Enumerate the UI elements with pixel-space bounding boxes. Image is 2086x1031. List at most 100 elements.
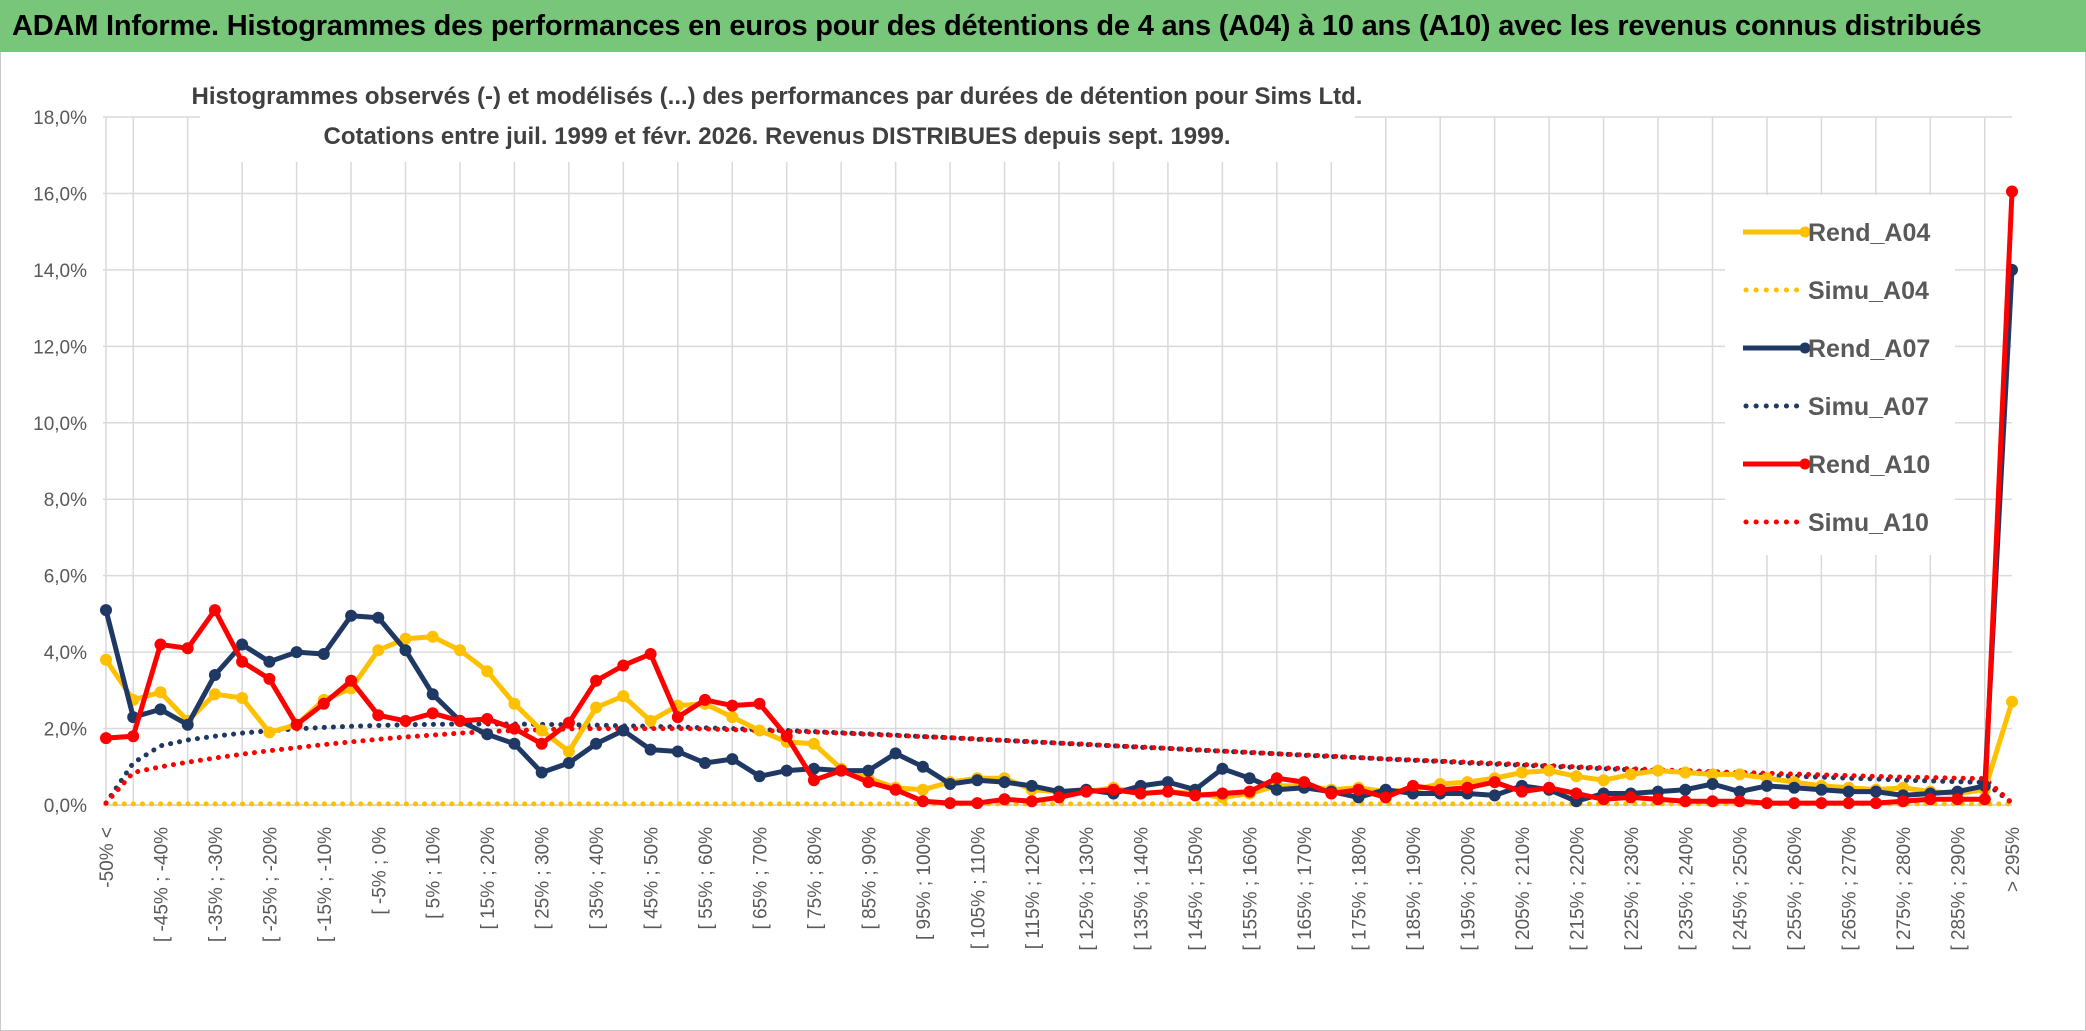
data-point: [807, 774, 820, 787]
data-point: [1815, 783, 1828, 796]
x-tick-label: [ -15% ; -10%: [315, 827, 336, 942]
data-point: [617, 659, 630, 672]
data-point: [263, 655, 276, 668]
data-point: [1270, 772, 1283, 785]
data-point: [481, 665, 494, 678]
data-point: [1733, 795, 1746, 808]
x-tick-label: [ 205% ; 210%: [1513, 827, 1534, 951]
y-tick-label: 8,0%: [44, 490, 87, 511]
data-point: [726, 699, 739, 712]
data-point: [944, 797, 957, 810]
data-point: [835, 764, 848, 777]
data-point: [508, 737, 521, 750]
x-tick-label: [ 55% ; 60%: [696, 827, 717, 930]
data-point: [1025, 779, 1038, 792]
data-point: [562, 745, 575, 758]
data-point: [971, 774, 984, 787]
data-point: [508, 722, 521, 735]
x-tick-label: [ 125% ; 130%: [1077, 827, 1098, 951]
data-point: [1025, 795, 1038, 808]
data-point: [862, 776, 875, 789]
data-point: [617, 690, 630, 703]
data-point: [753, 697, 766, 710]
data-point: [1461, 781, 1474, 794]
data-point: [372, 709, 385, 722]
data-point: [1706, 778, 1719, 790]
data-point: [1515, 766, 1528, 779]
data-point: [236, 638, 249, 651]
legend-background: [1725, 195, 1955, 555]
chart-title-background: [200, 72, 1355, 162]
data-point: [1951, 793, 1964, 806]
data-point: [1624, 791, 1637, 804]
x-tick-label: [ 155% ; 160%: [1241, 827, 1262, 951]
data-point: [916, 760, 929, 773]
data-point: [1216, 762, 1229, 775]
y-tick-label: 4,0%: [44, 643, 87, 664]
data-point: [1243, 785, 1256, 798]
data-point: [1869, 785, 1882, 798]
data-point: [699, 757, 711, 769]
data-point: [345, 674, 358, 687]
data-point: [753, 770, 766, 783]
x-tick-label: [ 275% ; 280%: [1894, 827, 1915, 951]
legend-label: Rend_A04: [1808, 219, 1930, 247]
series-lines: [100, 185, 2018, 810]
data-point: [1597, 793, 1610, 806]
x-tick-label: [ -5% ; 0%: [369, 827, 390, 915]
x-tick-label: -50% <: [97, 827, 118, 888]
data-point: [644, 648, 657, 660]
data-point: [1679, 783, 1692, 796]
y-tick-label: 0,0%: [44, 796, 87, 817]
data-point: [1161, 785, 1174, 798]
y-axis-ticks: 0,0% 2,0% 4,0% 6,0% 8,0% 10,0% 12,0% 14,0% 16,0%…: [33, 108, 87, 817]
data-point: [100, 732, 112, 745]
data-point: [1488, 789, 1501, 802]
legend-label: Rend_A10: [1808, 451, 1930, 479]
data-point: [726, 753, 739, 766]
data-point: [535, 724, 548, 737]
data-point: [1788, 781, 1801, 794]
data-point: [944, 778, 957, 790]
x-tick-label: [ -45% ; -40%: [151, 827, 172, 942]
data-point: [181, 642, 194, 655]
data-point: [154, 638, 167, 651]
x-tick-label: [ 215% ; 220%: [1567, 827, 1588, 951]
data-point: [1652, 793, 1664, 806]
data-point: [1652, 764, 1664, 777]
data-point: [154, 703, 167, 716]
data-point: [1570, 787, 1583, 800]
data-point: [1897, 795, 1910, 808]
x-tick-label: [ 245% ; 250%: [1731, 827, 1752, 951]
data-point: [1216, 787, 1229, 800]
data-point: [1298, 776, 1311, 789]
data-point: [590, 674, 603, 687]
series-line: [103, 721, 2015, 806]
data-point: [2006, 695, 2018, 708]
data-point: [590, 737, 603, 750]
x-tick-label: [ 15% ; 20%: [478, 827, 499, 930]
x-tick-label: [ 135% ; 140%: [1132, 827, 1153, 951]
y-tick-label: 14,0%: [33, 261, 87, 282]
data-point: [1543, 764, 1556, 777]
data-point: [562, 716, 575, 729]
y-tick-label: 6,0%: [44, 567, 87, 588]
data-point: [617, 724, 630, 737]
legend-marker: [1799, 342, 1811, 354]
x-tick-label: [ 75% ; 80%: [805, 827, 826, 930]
data-point: [889, 747, 902, 760]
data-point: [1842, 785, 1855, 798]
legend-marker: [1799, 226, 1811, 238]
chart-title-line2: Cotations entre juil. 1999 et févr. 2026…: [324, 123, 1231, 150]
data-point: [998, 776, 1011, 789]
data-point: [508, 697, 521, 710]
legend-item: Rend_A07: [1743, 335, 1930, 363]
data-point: [971, 797, 984, 810]
legend: Rend_A04 Simu_A04 Rend_A07 Simu_A07 Rend_A10…: [1725, 195, 1955, 555]
series-simu-a07: [103, 721, 2015, 806]
data-point: [399, 714, 412, 727]
x-tick-label: [ 185% ; 190%: [1404, 827, 1425, 951]
data-point: [1134, 787, 1147, 800]
data-point: [644, 743, 657, 756]
x-tick-label: [ 85% ; 90%: [859, 827, 880, 930]
